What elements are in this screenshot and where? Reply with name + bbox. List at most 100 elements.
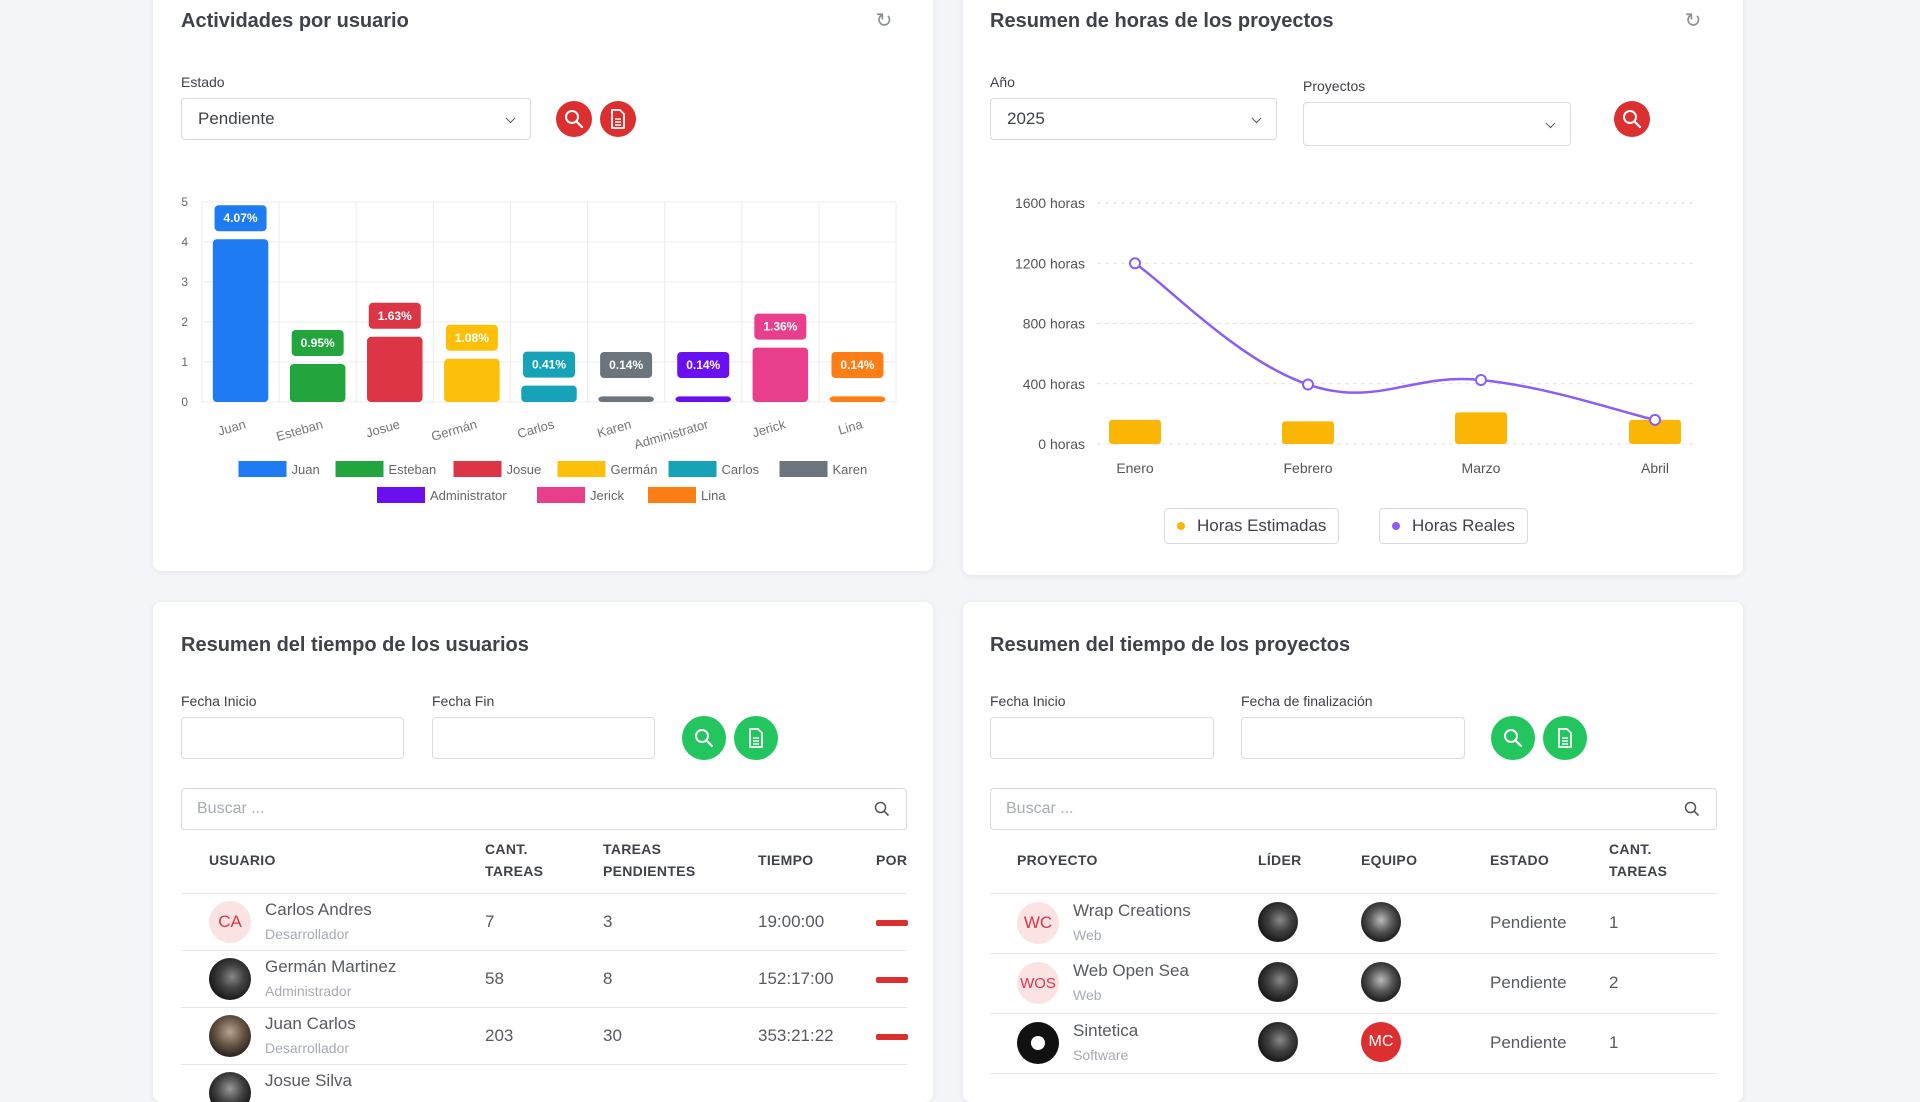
user-name[interactable]: Carlos Andres xyxy=(265,900,372,919)
header-proyecto[interactable]: PROYECTO xyxy=(1017,852,1098,868)
team-avatar xyxy=(1361,962,1401,1002)
header-tiempo[interactable]: TIEMPO xyxy=(758,852,814,868)
fecha-fin-label: Fecha de finalización xyxy=(1241,693,1373,709)
divider xyxy=(990,1073,1717,1074)
refresh-icon[interactable]: ↻ xyxy=(875,10,893,32)
data-label: 0.14% xyxy=(609,358,643,372)
header-usuario[interactable]: USUARIO xyxy=(209,852,276,868)
avatar: WC xyxy=(1017,902,1059,944)
export-button[interactable] xyxy=(600,101,636,137)
header-cant-tareas[interactable]: CANT. TAREAS xyxy=(1609,841,1668,879)
cant-tareas: 58 xyxy=(485,969,504,988)
legend-label: Germán xyxy=(611,462,658,477)
data-label-badge xyxy=(368,302,421,329)
legend-horas-estimadas[interactable]: Horas Estimadas xyxy=(1164,508,1340,544)
data-label: 0.14% xyxy=(840,358,874,372)
project-logo-mark xyxy=(1031,1036,1045,1050)
anio-select[interactable]: 2025 xyxy=(990,98,1277,140)
user-name[interactable]: Juan Carlos xyxy=(265,1014,356,1033)
search-input[interactable]: Buscar ... xyxy=(990,788,1717,830)
header-lider[interactable]: LÍDER xyxy=(1258,852,1302,868)
project-name[interactable]: Wrap Creations xyxy=(1073,901,1191,920)
search-button[interactable] xyxy=(1614,101,1650,137)
header-estado[interactable]: ESTADO xyxy=(1490,852,1550,868)
bar xyxy=(212,239,269,402)
avatar-initials: WOS xyxy=(1020,974,1056,992)
legend-swatch xyxy=(537,487,585,503)
bar xyxy=(1455,412,1507,444)
data-label: 1.36% xyxy=(763,320,797,334)
avatar-initials: MC xyxy=(1368,1033,1394,1050)
cant-tareas: 1 xyxy=(1609,913,1619,932)
fecha-inicio-input[interactable] xyxy=(990,717,1214,759)
legend-dot xyxy=(1392,522,1400,530)
card-title: Resumen de horas de los proyectos xyxy=(990,10,1334,32)
x-tick-label: Lina xyxy=(837,416,866,437)
projects-time-card: Resumen del tiempo de los proyectos Fech… xyxy=(963,602,1743,1102)
tiempo: 353:21:22 xyxy=(758,1026,834,1045)
data-label: 1.63% xyxy=(378,309,412,323)
search-icon xyxy=(1504,729,1523,748)
fecha-fin-input[interactable] xyxy=(1241,717,1465,759)
estado-select[interactable]: Pendiente xyxy=(181,98,531,140)
project-name[interactable]: Sintetica xyxy=(1073,1021,1139,1040)
divider xyxy=(181,893,907,894)
chevron-down-icon xyxy=(505,113,516,124)
chevron-down-icon xyxy=(1545,118,1556,129)
bar xyxy=(1282,421,1334,444)
hours-combo-chart: 0 horas 400 horas 800 horas 1200 horas 1600 … xyxy=(1015,195,1696,476)
tareas-pendientes: 30 xyxy=(603,1026,622,1045)
tareas-pendientes: 3 xyxy=(603,912,613,931)
x-tick-label: Germán xyxy=(429,416,478,443)
progress-bar xyxy=(876,977,908,983)
proyectos-label: Proyectos xyxy=(1303,78,1366,94)
estado: Pendiente xyxy=(1490,1033,1567,1052)
legend-label: Carlos xyxy=(722,462,760,477)
header-por[interactable]: POR xyxy=(876,852,908,868)
legend-label: Jerick xyxy=(590,488,624,503)
activities-card: Actividades por usuario ↻ Estado Pendien… xyxy=(153,0,933,571)
header-equipo[interactable]: EQUIPO xyxy=(1361,852,1418,868)
legend-label: Esteban xyxy=(389,462,437,477)
avatar xyxy=(209,1015,251,1057)
line-point xyxy=(1129,257,1141,270)
avatar-initials: CA xyxy=(218,912,242,931)
legend-label: Horas Estimadas xyxy=(1197,516,1327,535)
legend-horas-reales[interactable]: Horas Reales xyxy=(1379,508,1528,544)
search-button[interactable] xyxy=(1491,716,1535,760)
data-label-badge xyxy=(445,324,498,351)
user-role: Desarrollador xyxy=(265,1040,350,1056)
proyectos-select[interactable] xyxy=(1303,102,1571,146)
header-tareas-pendientes[interactable]: TAREAS PENDIENTES xyxy=(603,841,696,879)
cant-tareas: 2 xyxy=(1609,973,1619,992)
user-name[interactable]: Germán Martinez xyxy=(265,957,397,976)
header-cant-tareas[interactable]: CANT. TAREAS xyxy=(485,841,544,879)
x-tick-label: Abril xyxy=(1641,460,1669,476)
legend-label: Josue xyxy=(507,462,542,477)
bar xyxy=(1109,419,1161,444)
data-label-badge xyxy=(291,330,344,356)
tareas-pendientes: 8 xyxy=(603,969,613,988)
data-label: 0.14% xyxy=(686,358,720,372)
fecha-fin-input[interactable] xyxy=(432,717,655,759)
search-button[interactable] xyxy=(682,716,726,760)
chevron-down-icon xyxy=(1251,113,1262,124)
search-icon xyxy=(874,801,890,817)
team-avatar: MC xyxy=(1361,1022,1401,1062)
export-button[interactable] xyxy=(734,716,778,760)
fecha-inicio-input[interactable] xyxy=(181,717,404,759)
search-icon xyxy=(695,729,714,748)
bar xyxy=(829,396,886,402)
project-name[interactable]: Web Open Sea xyxy=(1073,961,1189,980)
data-label-badge xyxy=(831,352,884,378)
export-button[interactable] xyxy=(1543,716,1587,760)
estado: Pendiente xyxy=(1490,913,1567,932)
refresh-icon[interactable]: ↻ xyxy=(1684,10,1702,32)
user-name[interactable]: Josue Silva xyxy=(265,1071,352,1090)
data-label-badge xyxy=(523,351,575,378)
estado-select-value: Pendiente xyxy=(198,109,275,128)
legend-label: Karen xyxy=(833,462,868,477)
legend-swatch xyxy=(377,487,425,503)
search-button[interactable] xyxy=(556,101,592,137)
search-input[interactable]: Buscar ... xyxy=(181,788,907,830)
